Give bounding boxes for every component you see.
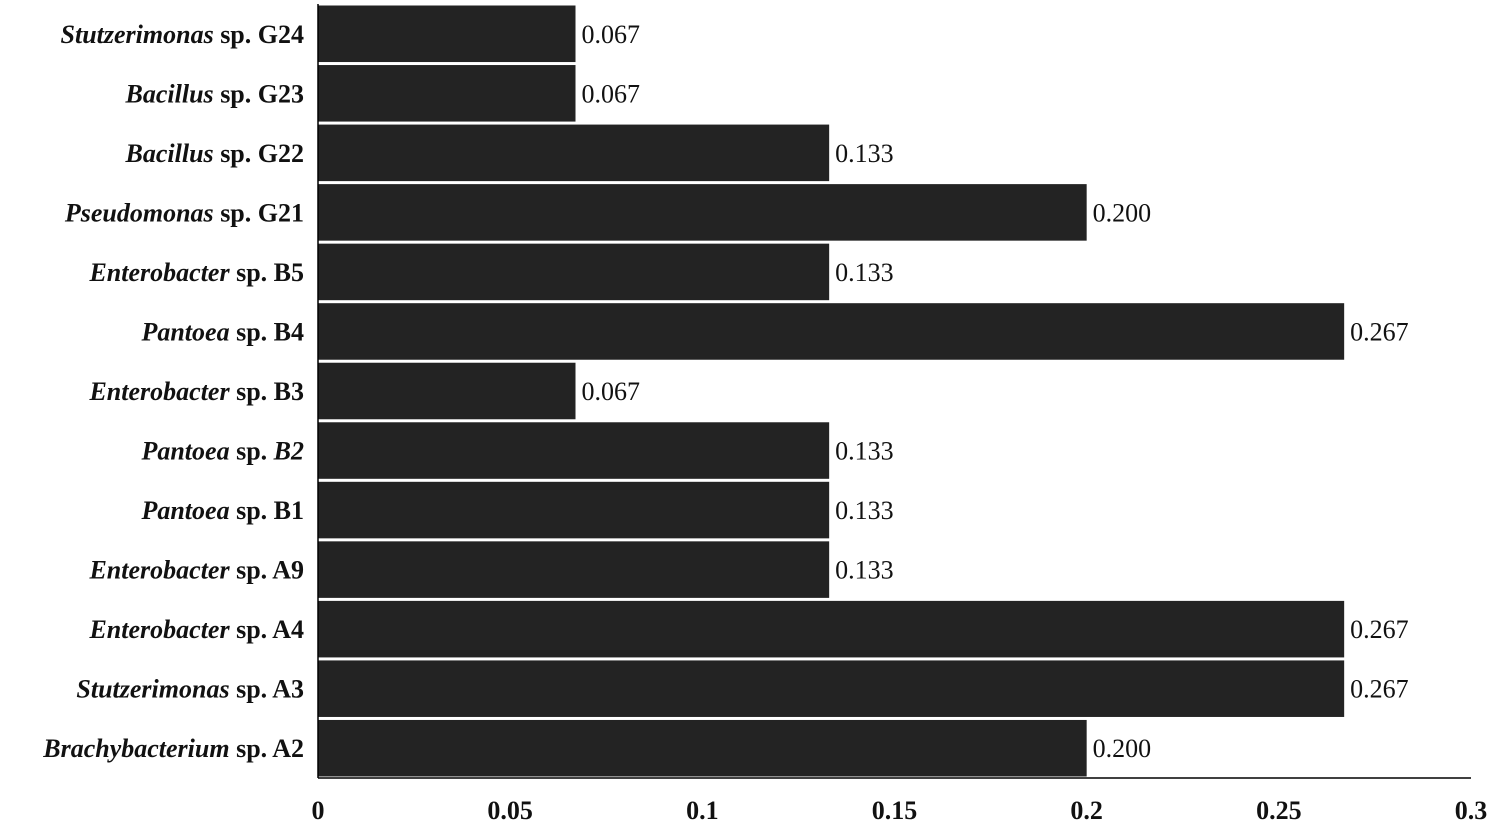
data-label: 0.133	[835, 437, 894, 466]
data-label: 0.200	[1093, 198, 1152, 227]
bar	[318, 184, 1087, 241]
category-label: Enterobacter sp. B3	[88, 377, 304, 406]
bar	[318, 481, 830, 539]
bars-group	[318, 5, 1345, 777]
x-tick-label: 0.05	[487, 796, 533, 825]
x-tick-label: 0.1	[686, 796, 719, 825]
x-tick-label: 0.25	[1256, 796, 1302, 825]
data-label: 0.067	[582, 79, 641, 108]
bar	[318, 362, 576, 420]
bar	[318, 422, 830, 479]
category-label: Enterobacter sp. A9	[88, 556, 304, 585]
data-label: 0.200	[1093, 734, 1152, 763]
category-label: Bacillus sp. G23	[125, 79, 304, 108]
bar	[318, 600, 1345, 658]
data-label: 0.133	[835, 496, 894, 525]
x-tick-label: 0	[312, 796, 325, 825]
x-tick-label: 0.15	[872, 796, 918, 825]
category-label: Enterobacter sp. A4	[88, 615, 304, 644]
data-label: 0.133	[835, 139, 894, 168]
data-label: 0.067	[582, 377, 641, 406]
category-labels-group: Stutzerimonas sp. G24 Bacillus sp. G23 Bac…	[42, 20, 304, 763]
data-label: 0.133	[835, 258, 894, 287]
x-tick-label: 0.2	[1070, 796, 1103, 825]
data-label: 0.133	[835, 556, 894, 585]
bar	[318, 124, 830, 182]
bar	[318, 660, 1345, 717]
bar	[318, 243, 830, 301]
category-label: Stutzerimonas sp. A3	[76, 675, 304, 704]
x-tick-labels: 0 0.05 0.1 0.15 0.2 0.25 0.3	[312, 796, 1488, 825]
category-label: Pantoea sp. B1	[140, 496, 304, 525]
category-label: Stutzerimonas sp. G24	[61, 20, 304, 49]
bar	[318, 65, 576, 122]
category-label: Pseudomonas sp. G21	[64, 198, 304, 227]
category-label: Brachybacterium sp. A2	[42, 734, 304, 763]
data-label: 0.267	[1350, 615, 1409, 644]
category-label: Pantoea sp. B4	[140, 317, 304, 346]
category-label: Enterobacter sp. B5	[88, 258, 304, 287]
bar	[318, 541, 830, 598]
category-label: Bacillus sp. G22	[125, 139, 304, 168]
data-label: 0.067	[582, 20, 641, 49]
value-labels-group: 0.067 0.067 0.133 0.200 0.133 0.267 0.067 0.133…	[582, 20, 1409, 763]
data-label: 0.267	[1350, 317, 1409, 346]
bar	[318, 303, 1345, 360]
data-label: 0.267	[1350, 675, 1409, 704]
x-tick-label: 0.3	[1455, 796, 1488, 825]
bar	[318, 719, 1087, 777]
bar	[318, 5, 576, 63]
category-label: Pantoea sp. B2	[140, 437, 304, 466]
